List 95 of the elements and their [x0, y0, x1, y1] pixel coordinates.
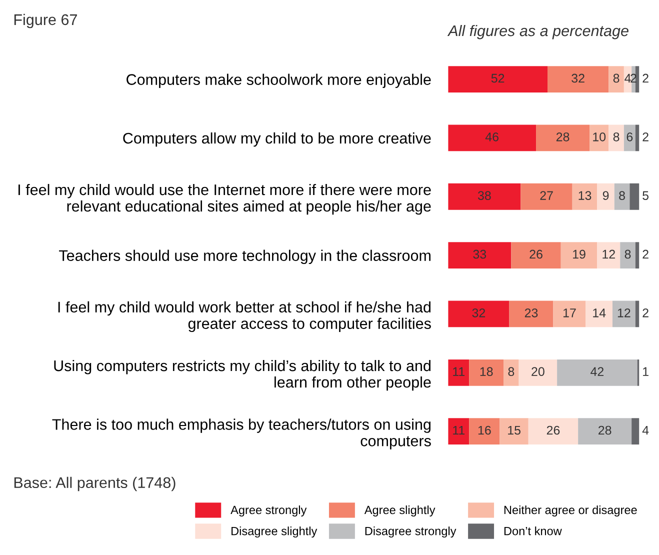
- bar: [620, 242, 636, 268]
- y-tick-label: I feel my child would use the Internet more if there were more relevant educational sites aimed at people his/her age: [18, 184, 431, 215]
- data-label: 12: [602, 250, 615, 259]
- bar: [504, 359, 519, 386]
- data-label: 52: [491, 74, 504, 83]
- text: Figure 67: [14, 14, 77, 28]
- data-label: 26: [530, 250, 542, 259]
- legend-label: Neither agree or disagree: [504, 505, 637, 516]
- bar: [635, 124, 640, 152]
- bar: [612, 300, 636, 328]
- bar: [578, 418, 632, 445]
- data-label: 8: [624, 250, 631, 259]
- data-label: 23: [524, 308, 538, 318]
- data-label: 11: [453, 367, 465, 376]
- legend-label: Agree strongly: [230, 505, 307, 516]
- data-label: 38: [478, 191, 491, 200]
- data-label: 28: [556, 132, 570, 142]
- bar: [448, 359, 470, 386]
- bar: [469, 359, 504, 386]
- y-tick-label: Computers make schoolwork more enjoyable: [126, 74, 431, 88]
- data-label: 15: [508, 426, 520, 435]
- chart-subtitle: All figures as a percentage: [447, 24, 628, 40]
- bar: [630, 183, 640, 210]
- bar: [448, 124, 536, 152]
- data-label: 8: [613, 74, 620, 83]
- legend-label: Disagree strongly: [365, 526, 456, 538]
- bar: [511, 242, 561, 268]
- bar: [632, 418, 640, 445]
- data-label: 2: [642, 250, 648, 259]
- data-label: 2: [642, 132, 648, 142]
- data-label: 42: [590, 367, 604, 376]
- bar: [590, 124, 609, 152]
- bar: [635, 242, 640, 268]
- y-tick-label: Using computers restricts my child’s ability to talk to and learn from other people: [54, 360, 431, 391]
- data-label: 32: [472, 308, 486, 318]
- data-label: 8: [613, 132, 620, 142]
- bar: [448, 66, 548, 92]
- data-label: 27: [540, 191, 553, 200]
- data-label: 12: [618, 308, 630, 318]
- bar: [553, 300, 586, 328]
- bar: [448, 183, 521, 210]
- data-label: 8: [619, 191, 625, 200]
- y-tick-label: There is too much emphasis by teachers/tutors on using computers: [52, 418, 431, 450]
- bar: [614, 183, 630, 210]
- text: Base: All parents (1748): [14, 476, 176, 492]
- bar: [597, 183, 614, 210]
- data-label: 4: [642, 426, 649, 435]
- y-tick-label: I feel my child would work better at school if he/she had greater access to computer facilities: [58, 301, 431, 332]
- data-label: 6: [626, 132, 633, 142]
- bar: [586, 300, 612, 328]
- data-label: 1: [643, 367, 648, 376]
- bar: [557, 359, 638, 386]
- bar: [469, 418, 500, 445]
- data-label: 13: [578, 191, 592, 200]
- data-label: 2: [642, 308, 648, 318]
- bar: [509, 300, 554, 328]
- bar: [572, 183, 598, 210]
- data-label: 5: [642, 191, 649, 200]
- bar: [560, 242, 598, 268]
- y-tick-label: Teachers should use more technology in the classroom: [59, 250, 430, 264]
- data-label: 11: [453, 426, 465, 435]
- bar: [448, 300, 510, 328]
- data-label: 10: [593, 132, 606, 142]
- bar: [448, 242, 512, 268]
- data-label: 46: [485, 132, 498, 142]
- data-label: 17: [563, 308, 576, 318]
- data-label: 28: [598, 426, 612, 435]
- bar: [624, 124, 636, 152]
- data-label: 20: [532, 367, 544, 376]
- legend-label: Agree slightly: [364, 505, 436, 516]
- bar: [635, 300, 640, 328]
- data-label: 2: [642, 74, 648, 83]
- legend-label: Disagree slightly: [232, 526, 318, 538]
- data-label: 32: [572, 74, 584, 83]
- data-label: 16: [478, 426, 491, 435]
- bar: [597, 242, 620, 268]
- bar: [547, 66, 609, 92]
- bar: [608, 66, 624, 92]
- bar: [528, 418, 578, 445]
- data-label: 14: [593, 308, 606, 318]
- data-label: 18: [480, 367, 493, 376]
- data-label: 19: [573, 250, 586, 259]
- bar: [520, 183, 572, 210]
- data-label: 9: [602, 191, 609, 200]
- y-tick-label: Computers allow my child to be more creative: [123, 132, 431, 147]
- bar: [608, 124, 624, 152]
- data-label: 8: [508, 367, 514, 376]
- data-label: 4: [624, 74, 631, 83]
- bar: [536, 124, 590, 152]
- legend-label: Don’t know: [504, 526, 562, 536]
- data-label: 26: [546, 426, 560, 435]
- data-label: 33: [473, 250, 486, 259]
- bar: [518, 359, 558, 386]
- bar: [448, 418, 470, 445]
- bar: [500, 418, 528, 445]
